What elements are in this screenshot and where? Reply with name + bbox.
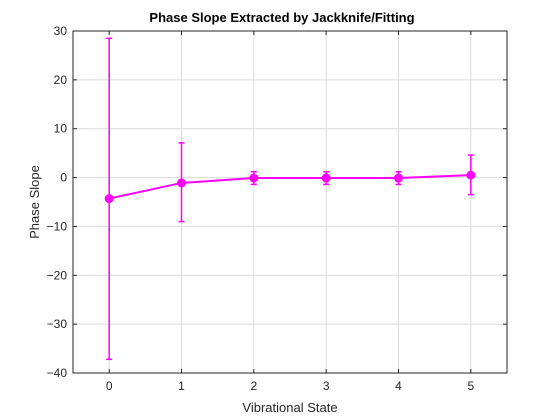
data-layer — [104, 37, 476, 361]
data-point-2 — [249, 173, 259, 183]
data-point-0 — [104, 194, 114, 204]
y-tick-label-4: 0 — [60, 171, 67, 185]
data-point-1 — [177, 178, 186, 188]
y-tick-label-3: −10 — [47, 219, 68, 233]
data-point-5 — [466, 170, 476, 180]
y-tick-label-2: −20 — [47, 268, 68, 282]
y-tick-label-0: −40 — [47, 366, 68, 380]
y-tick-label-1: −30 — [47, 317, 68, 331]
x-axis-label: Vibrational State — [242, 400, 337, 415]
x-tick-label-2: 2 — [250, 379, 257, 393]
x-tick-label-0: 0 — [106, 379, 113, 393]
x-tick-label-1: 1 — [178, 379, 185, 393]
x-tick-label-3: 3 — [323, 379, 330, 393]
y-axis-label: Phase Slope — [27, 165, 42, 239]
chart-title: Phase Slope Extracted by Jackknife/Fitti… — [149, 10, 414, 25]
plot-box — [72, 30, 508, 374]
y-tick-label-5: 10 — [54, 122, 68, 136]
y-tick-label-6: 20 — [54, 73, 68, 87]
series-line-0 — [108, 174, 471, 200]
grid — [73, 30, 507, 374]
axes — [72, 30, 508, 374]
x-tick-label-5: 5 — [467, 379, 474, 393]
y-tick-label-7: 30 — [54, 24, 68, 38]
ticks: 0 1 2 3 4 5 −40 −30 −20 −10 0 10 20 30 — [47, 24, 507, 393]
x-tick-label-4: 4 — [395, 379, 402, 393]
data-point-4 — [394, 173, 403, 183]
data-point-3 — [321, 173, 331, 183]
